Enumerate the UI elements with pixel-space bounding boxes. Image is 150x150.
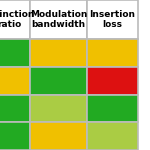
Bar <box>87 67 138 94</box>
Bar <box>30 67 87 94</box>
Bar <box>0 67 30 94</box>
Bar <box>30 39 87 67</box>
Bar <box>0 0 30 39</box>
Bar <box>30 122 87 150</box>
Bar <box>0 39 30 67</box>
Bar <box>30 94 87 122</box>
Text: Modulation
bandwidth: Modulation bandwidth <box>30 10 87 29</box>
Bar <box>87 39 138 67</box>
Text: Extinction
ratio: Extinction ratio <box>0 10 35 29</box>
Text: Insertion
loss: Insertion loss <box>90 10 135 29</box>
Bar <box>87 0 138 39</box>
Bar <box>0 122 30 150</box>
Bar <box>0 94 30 122</box>
Bar <box>30 0 87 39</box>
Bar <box>87 94 138 122</box>
Bar <box>87 122 138 150</box>
